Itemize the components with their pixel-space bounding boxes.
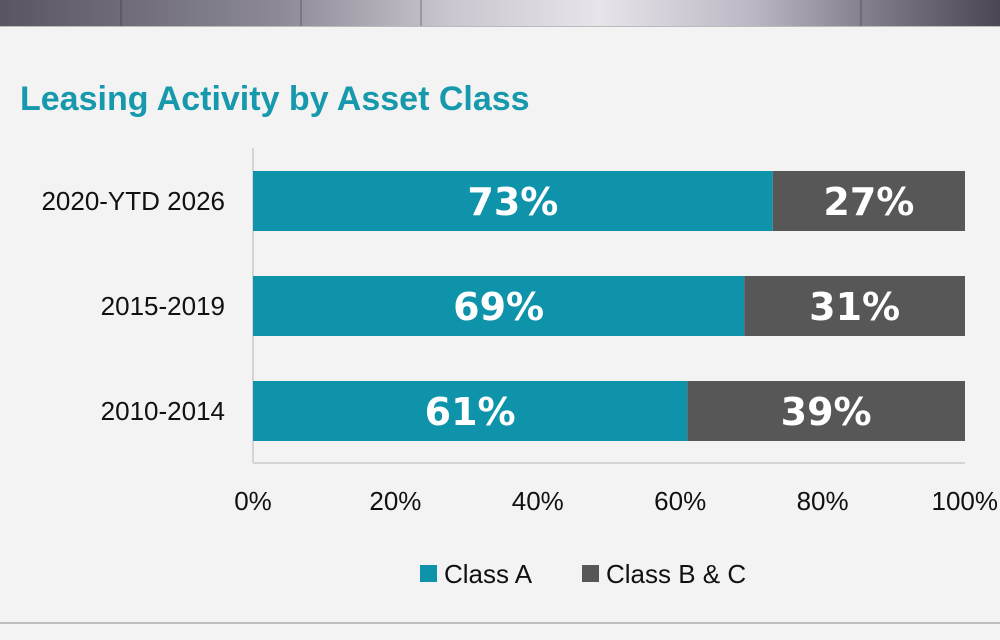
- bar-data-label: 27%: [823, 180, 914, 224]
- x-tick-label: 80%: [797, 486, 849, 516]
- legend-swatch: [420, 565, 437, 582]
- x-tick-label: 20%: [369, 486, 421, 516]
- category-label: 2015-2019: [101, 291, 225, 321]
- x-tick-label: 100%: [932, 486, 999, 516]
- bar-segment: [253, 381, 688, 441]
- bar-data-label: 69%: [453, 285, 544, 329]
- x-tick-label: 40%: [512, 486, 564, 516]
- bar-data-label: 61%: [425, 390, 516, 434]
- banner-stripe: [860, 0, 862, 26]
- category-label: 2010-2014: [101, 396, 225, 426]
- bar-data-label: 39%: [781, 390, 872, 434]
- bar-segment: [772, 171, 965, 231]
- legend-swatch: [582, 565, 599, 582]
- category-label: 2020-YTD 2026: [41, 186, 225, 216]
- bar-data-label: 31%: [809, 285, 900, 329]
- banner-stripe: [120, 0, 122, 26]
- header-banner-image: [0, 0, 1000, 27]
- footer-divider: [0, 622, 1000, 624]
- bar-data-label: 73%: [467, 180, 558, 224]
- legend-label: Class A: [444, 559, 533, 589]
- banner-stripe: [300, 0, 302, 26]
- bar-segment: [687, 381, 965, 441]
- x-tick-label: 0%: [234, 486, 272, 516]
- banner-stripe: [420, 0, 422, 26]
- chart-title: Leasing Activity by Asset Class: [20, 80, 530, 118]
- bar-segment: [744, 276, 965, 336]
- bar-segment: [253, 171, 773, 231]
- bar-segment: [253, 276, 745, 336]
- legend-label: Class B & C: [606, 559, 746, 589]
- x-tick-label: 60%: [654, 486, 706, 516]
